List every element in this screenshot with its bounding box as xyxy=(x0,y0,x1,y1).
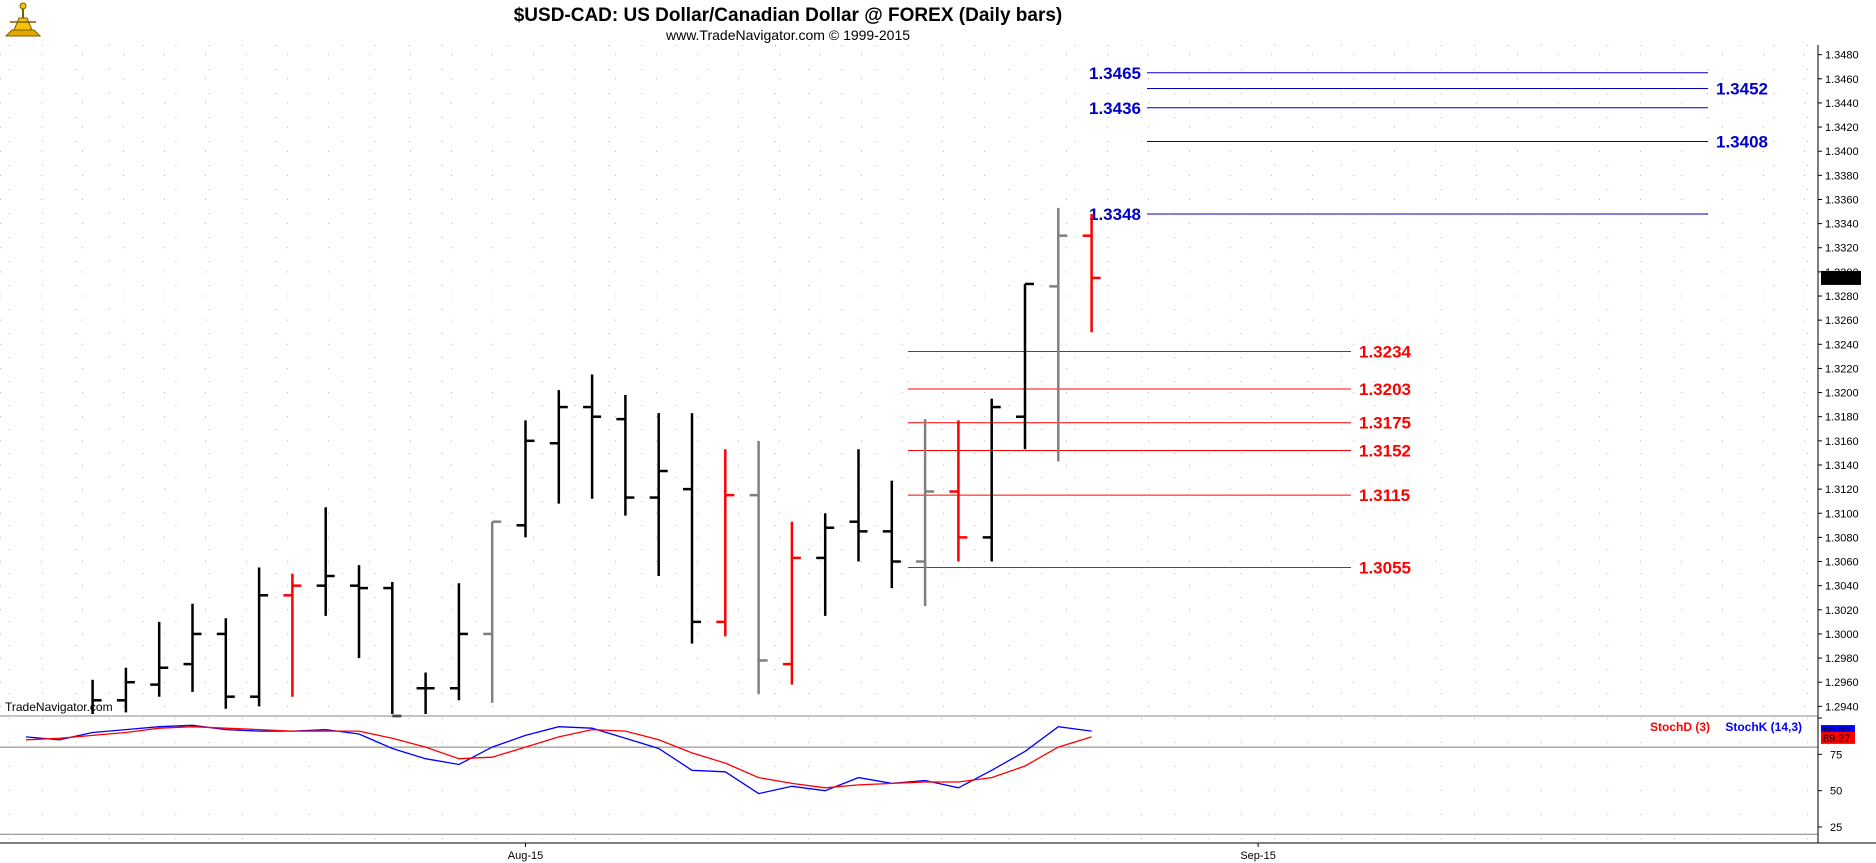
level-label-support: 1.3234 xyxy=(1359,343,1412,362)
ohlc-bar xyxy=(150,621,169,697)
legend-stoch-k: StochK (14,3) xyxy=(1725,720,1802,734)
ind-y-tick-label: 75 xyxy=(1830,749,1842,761)
y-tick-label: 1.3440 xyxy=(1825,98,1859,110)
stoch-d-value: 89.27 xyxy=(1823,733,1851,745)
price-axis: 1.2940 1.2960 1.2980 1.3000 1.3020 1.3040 1.30… xyxy=(1817,45,1861,843)
level-label-support: 1.3152 xyxy=(1359,441,1411,460)
y-tick-label: 1.3200 xyxy=(1825,388,1859,400)
ohlc-bar xyxy=(216,618,235,709)
y-tick-label: 1.3060 xyxy=(1825,557,1859,569)
price-panel: 1.3465 1.3452 1.3436 1.3408 1.3348 1.3234 1.32… xyxy=(0,45,1818,843)
level-label-resistance: 1.3452 xyxy=(1716,79,1768,98)
ohlc-bar xyxy=(350,565,368,659)
level-label-support: 1.3175 xyxy=(1359,414,1411,433)
ohlc-bar xyxy=(583,374,602,499)
ohlc-bar xyxy=(316,507,335,616)
chart-title: $USD-CAD: US Dollar/Canadian Dollar @ FO… xyxy=(514,5,1063,26)
stoch-d-value-box xyxy=(1821,731,1855,744)
y-tick-label: 1.3120 xyxy=(1825,484,1859,496)
y-tick-label: 1.2980 xyxy=(1825,653,1859,665)
ind-y-tick-label: 25 xyxy=(1830,822,1842,834)
ohlc-bar xyxy=(1016,282,1034,450)
ohlc-bar xyxy=(416,672,435,714)
x-tick-label: Sep-15 xyxy=(1240,850,1275,862)
ohlc-bar xyxy=(782,521,801,685)
ohlc-bar xyxy=(716,449,735,637)
y-tick-label: 1.3260 xyxy=(1825,315,1859,327)
ohlc-bar xyxy=(749,440,768,695)
y-tick-label: 1.3000 xyxy=(1825,629,1859,641)
ohlc-bar xyxy=(483,520,502,703)
ohlc-bar xyxy=(849,449,868,562)
level-label-resistance: 1.3465 xyxy=(1089,64,1141,83)
legend-stoch-d: StochD (3) xyxy=(1650,720,1710,734)
y-tick-label: 1.3400 xyxy=(1825,146,1859,158)
y-tick-label: 1.3240 xyxy=(1825,339,1859,351)
level-label-resistance: 1.3348 xyxy=(1089,205,1141,224)
stochastic-grid xyxy=(0,746,1818,835)
y-tick-label: 1.3080 xyxy=(1825,532,1859,544)
y-tick-label: 1.3020 xyxy=(1825,605,1859,617)
stoch-d-line xyxy=(25,726,1092,789)
y-tick-label: 1.3460 xyxy=(1825,74,1859,86)
y-tick-label: 1.3360 xyxy=(1825,194,1859,206)
level-label-support: 1.3115 xyxy=(1359,486,1410,505)
date-axis: Aug-15 Sep-15 xyxy=(0,842,1876,862)
ohlc-bar xyxy=(916,419,935,607)
chart-subtitle: www.TradeNavigator.com © 1999-2015 xyxy=(665,27,910,43)
ohlc-bar xyxy=(91,679,102,714)
y-tick-label: 1.3180 xyxy=(1825,412,1859,424)
y-tick-label: 1.3160 xyxy=(1825,436,1859,448)
stoch-k-line xyxy=(25,724,1092,795)
level-label-support: 1.3203 xyxy=(1359,380,1411,399)
ohlc-bar xyxy=(183,603,202,692)
y-tick-label: 1.3380 xyxy=(1825,170,1859,182)
ohlc-bar xyxy=(250,567,269,707)
y-tick-label: 1.3340 xyxy=(1825,219,1859,231)
level-label-resistance: 1.3408 xyxy=(1716,133,1768,152)
ohlc-bar xyxy=(982,398,1001,562)
ohlc-bar xyxy=(882,480,901,589)
stochastic-panel: StochD (3) StochK (14,3) xyxy=(0,720,1818,835)
ind-y-tick-label: 50 xyxy=(1830,786,1842,798)
ohlc-bar xyxy=(949,420,968,562)
y-tick-label: 1.2960 xyxy=(1825,677,1859,689)
x-tick-label: Aug-15 xyxy=(508,850,543,862)
ohlc-bar xyxy=(616,394,635,516)
y-tick-label: 1.3320 xyxy=(1825,243,1859,255)
ohlc-bar xyxy=(116,667,135,713)
ohlc-bar xyxy=(449,583,468,701)
ohlc-bar xyxy=(516,420,535,538)
stochastic-legend: StochD (3) StochK (14,3) xyxy=(1650,720,1802,734)
trade-navigator-logo-icon xyxy=(3,2,43,41)
last-price-marker xyxy=(1821,270,1861,285)
watermark: TradeNavigator.com xyxy=(5,700,113,714)
stochastic-lines xyxy=(25,724,1092,795)
ohlc-bar xyxy=(683,413,701,644)
level-label-resistance: 1.3436 xyxy=(1089,99,1141,118)
y-tick-label: 1.3480 xyxy=(1825,50,1859,62)
y-tick-label: 1.3140 xyxy=(1825,460,1859,472)
y-tick-label: 1.3220 xyxy=(1825,363,1859,375)
ohlc-bar xyxy=(816,513,835,616)
stochastic-axis: 25507592.9789.27 xyxy=(1817,717,1855,843)
ohlc-bars xyxy=(91,207,1101,718)
ohlc-bar xyxy=(1082,213,1101,333)
y-tick-label: 1.3420 xyxy=(1825,122,1859,134)
ohlc-bar xyxy=(283,573,302,697)
y-tick-label: 1.3280 xyxy=(1825,291,1859,303)
ohlc-bar xyxy=(549,390,568,504)
y-tick-label: 1.3100 xyxy=(1825,508,1859,520)
levels-layer: 1.3465 1.3452 1.3436 1.3408 1.3348 1.3234 1.32… xyxy=(908,64,1768,578)
y-tick-label: 1.3040 xyxy=(1825,581,1859,593)
level-label-support: 1.3055 xyxy=(1359,559,1411,578)
ohlc-bar xyxy=(1049,207,1068,462)
ohlc-bar xyxy=(649,413,668,577)
y-tick-label: 1.2940 xyxy=(1825,701,1859,713)
last-price-label: 1.3295 xyxy=(1824,273,1858,285)
